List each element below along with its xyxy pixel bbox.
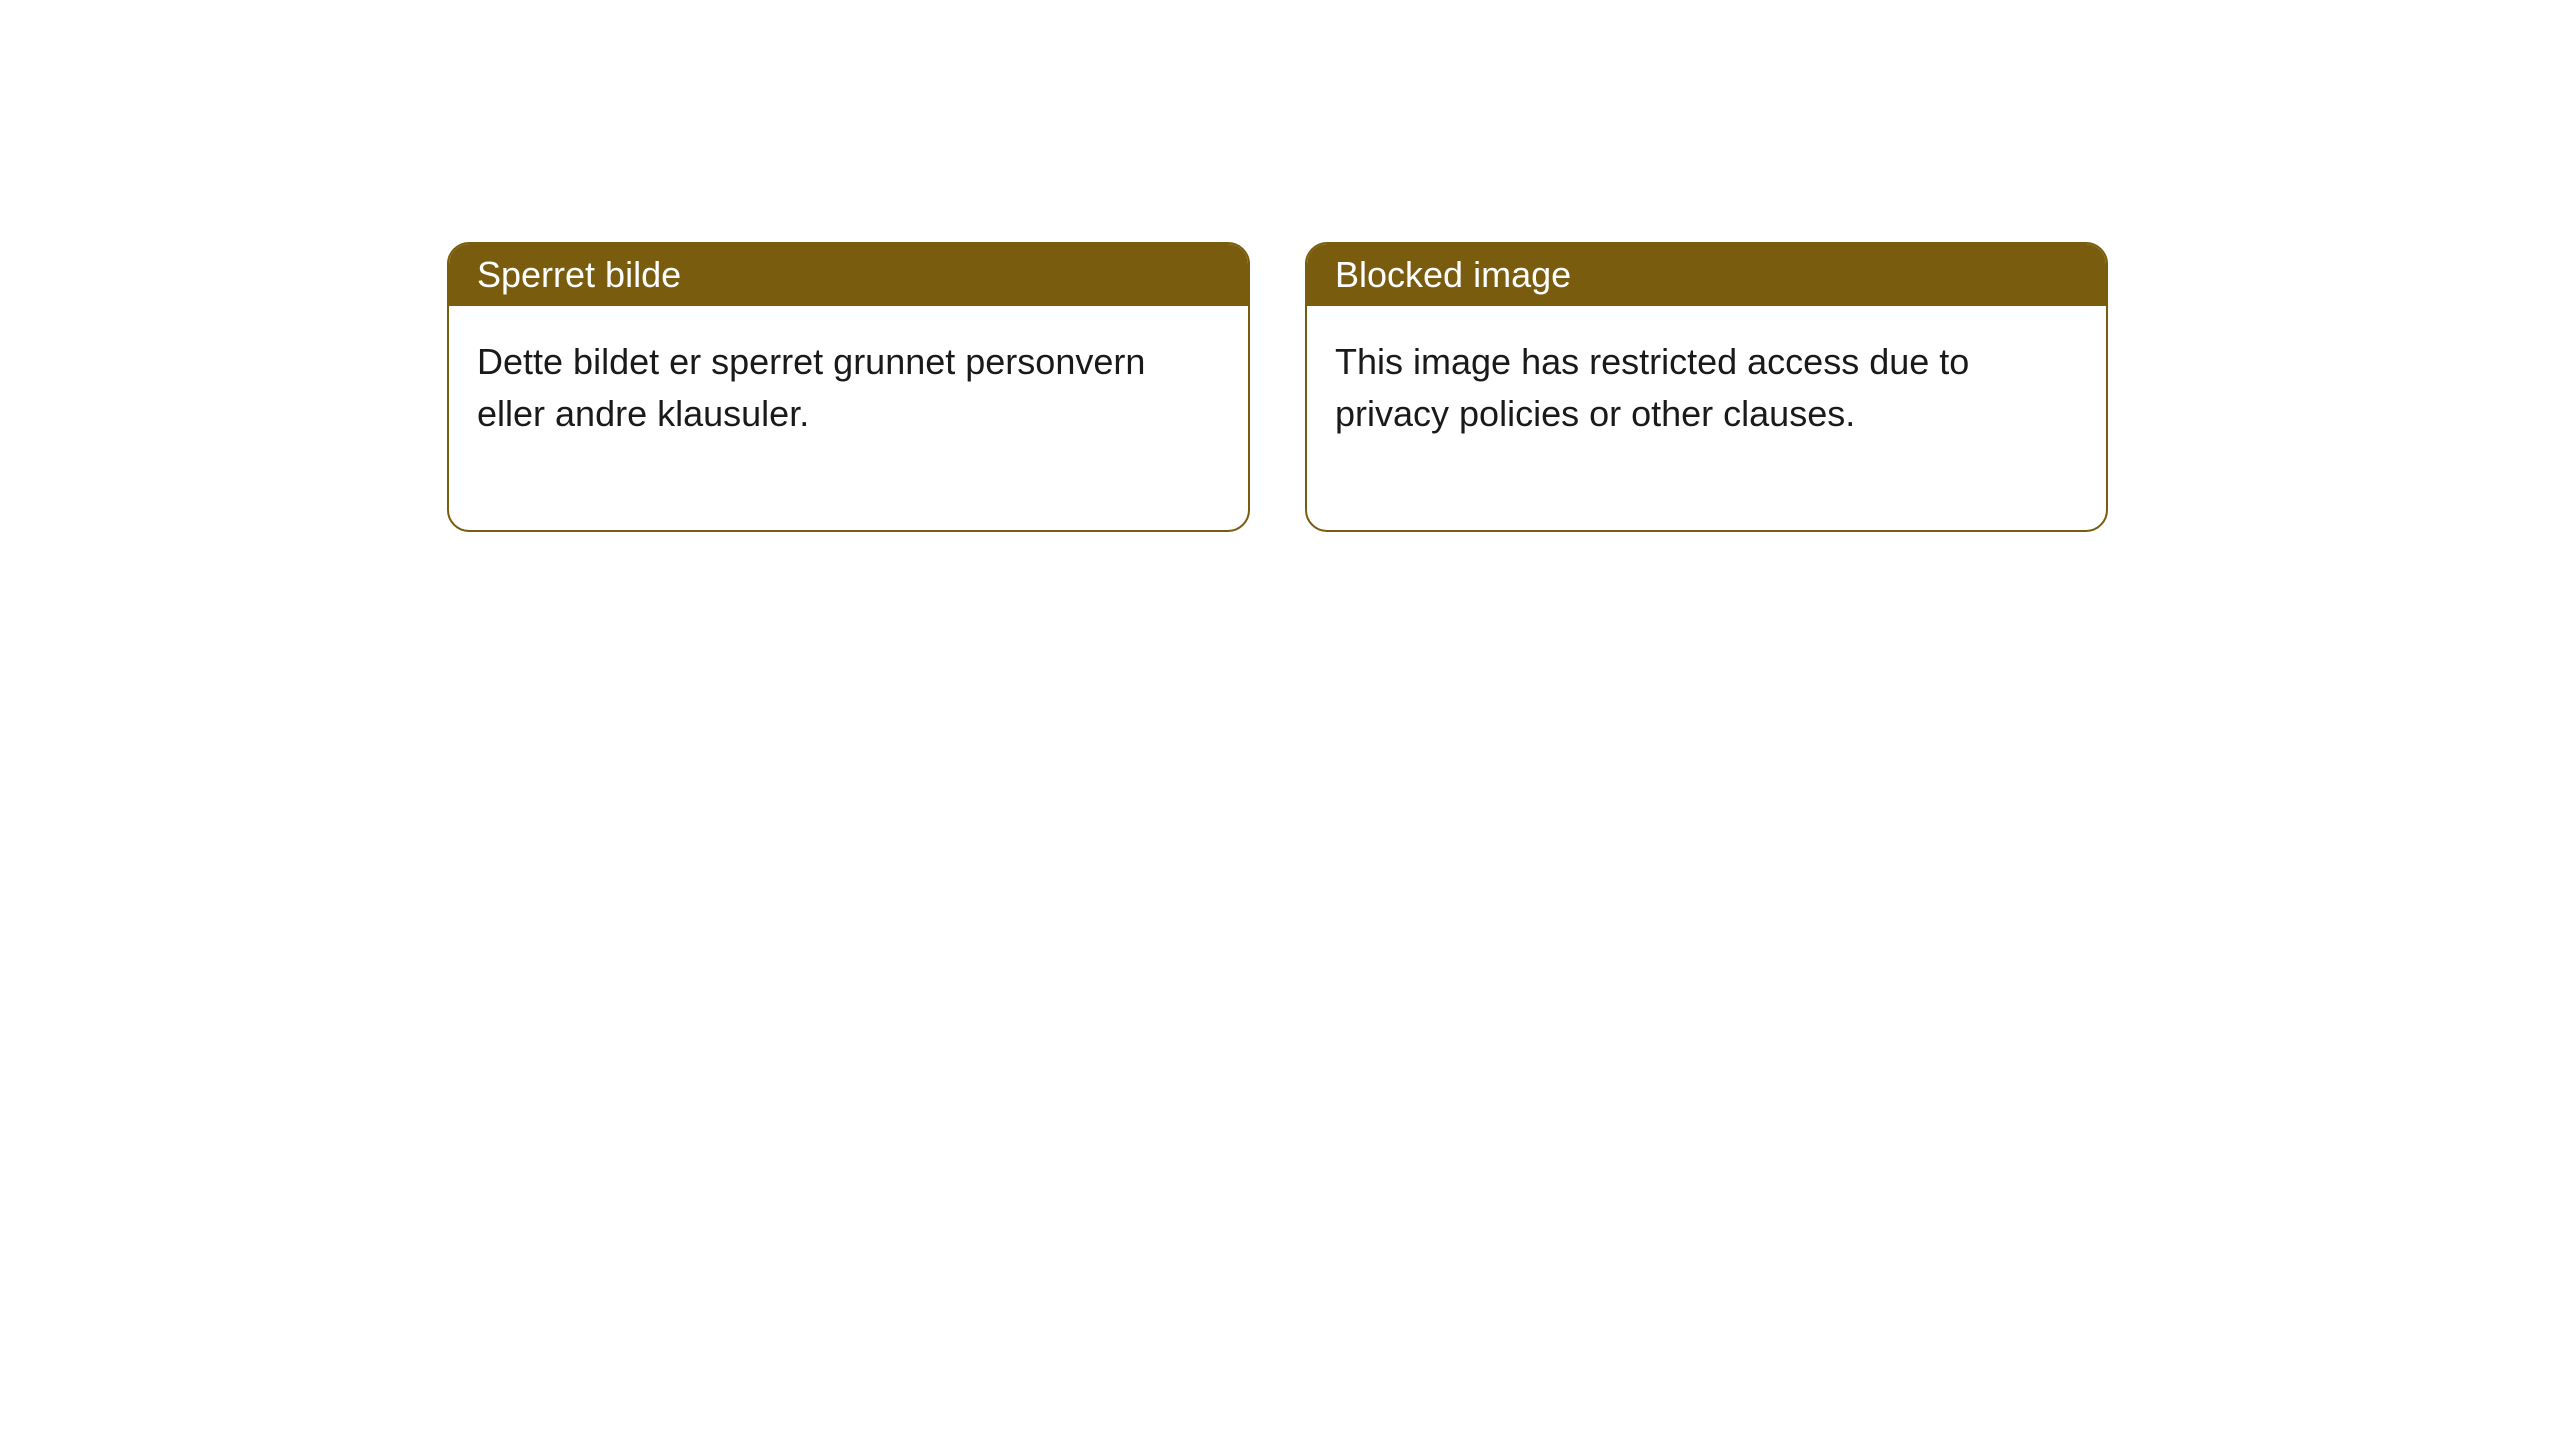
card-header-norwegian: Sperret bilde bbox=[449, 244, 1248, 306]
notice-card-norwegian: Sperret bilde Dette bildet er sperret gr… bbox=[447, 242, 1250, 532]
notice-cards-container: Sperret bilde Dette bildet er sperret gr… bbox=[447, 242, 2108, 532]
notice-card-english: Blocked image This image has restricted … bbox=[1305, 242, 2108, 532]
card-body-english: This image has restricted access due to … bbox=[1307, 306, 2106, 530]
card-body-norwegian: Dette bildet er sperret grunnet personve… bbox=[449, 306, 1248, 530]
card-header-english: Blocked image bbox=[1307, 244, 2106, 306]
